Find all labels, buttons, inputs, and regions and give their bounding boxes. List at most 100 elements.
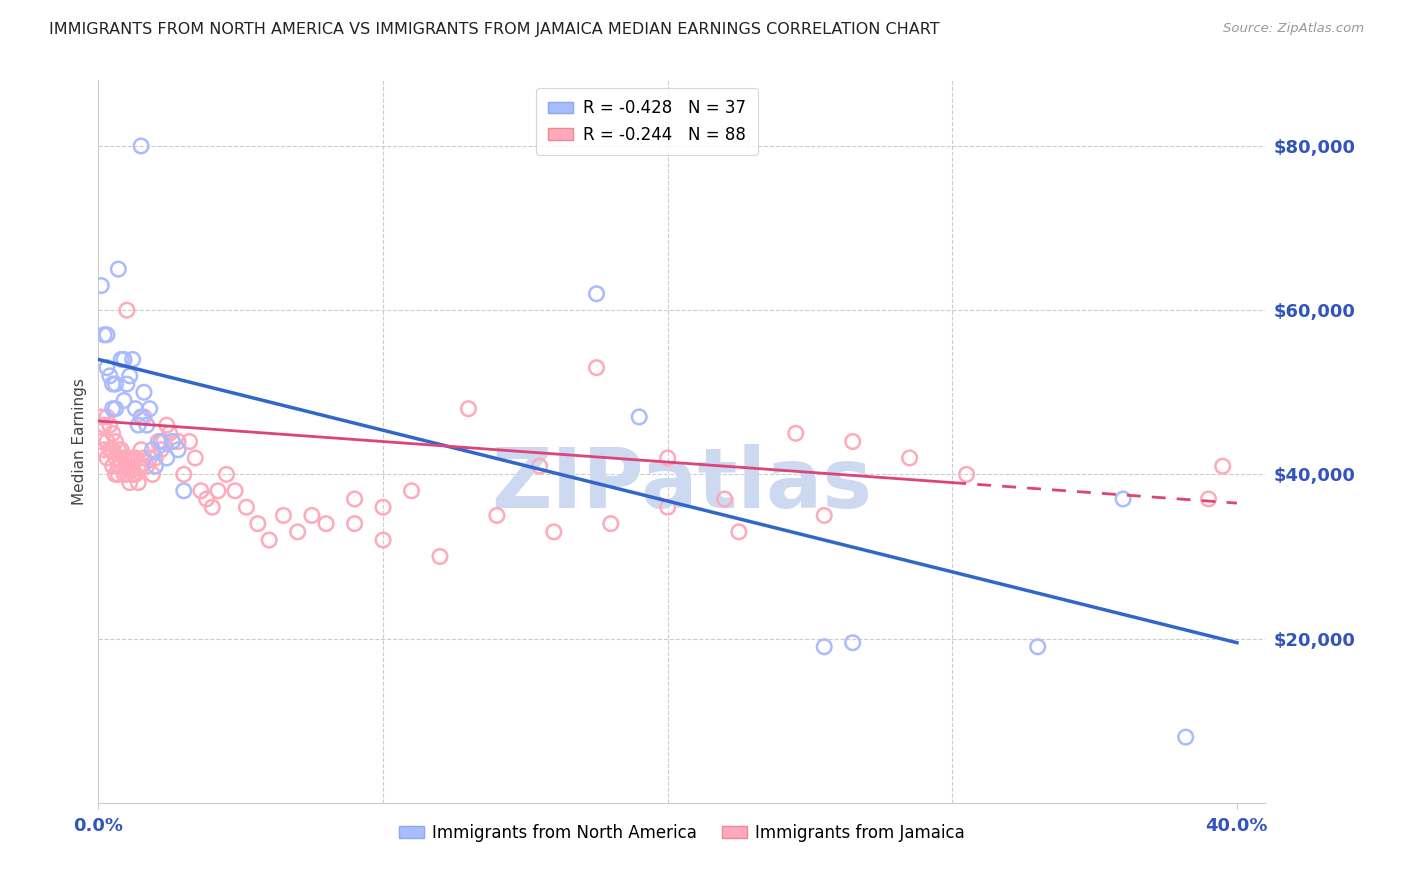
Point — [107, 262, 129, 277]
Point — [485, 508, 508, 523]
Point — [371, 500, 394, 515]
Point — [628, 409, 651, 424]
Point — [101, 442, 124, 457]
Point — [785, 426, 807, 441]
Point — [90, 434, 112, 449]
Point — [112, 450, 135, 465]
Point — [713, 491, 735, 506]
Point — [98, 442, 121, 457]
Point — [143, 459, 166, 474]
Y-axis label: Median Earnings: Median Earnings — [72, 378, 87, 505]
Point — [98, 418, 121, 433]
Point — [343, 516, 366, 531]
Point — [104, 467, 127, 482]
Point — [529, 459, 551, 474]
Point — [273, 508, 295, 523]
Point — [112, 352, 135, 367]
Point — [429, 549, 451, 564]
Point — [162, 434, 184, 449]
Point — [132, 450, 155, 465]
Point — [112, 467, 135, 482]
Point — [104, 401, 127, 416]
Point — [257, 533, 280, 547]
Point — [156, 450, 179, 465]
Text: ZIPatlas: ZIPatlas — [492, 444, 872, 525]
Point — [104, 377, 127, 392]
Point — [107, 467, 129, 482]
Point — [132, 385, 155, 400]
Point — [118, 368, 141, 383]
Point — [457, 401, 479, 416]
Point — [813, 640, 835, 654]
Point — [156, 418, 179, 433]
Point — [124, 467, 146, 482]
Point — [150, 434, 173, 449]
Point — [129, 139, 152, 153]
Point — [93, 418, 115, 433]
Point — [224, 483, 246, 498]
Point — [1112, 491, 1135, 506]
Point — [107, 442, 129, 457]
Point — [98, 368, 121, 383]
Text: Source: ZipAtlas.com: Source: ZipAtlas.com — [1223, 22, 1364, 36]
Point — [301, 508, 323, 523]
Point — [121, 352, 143, 367]
Point — [159, 426, 181, 441]
Point — [121, 450, 143, 465]
Point — [124, 401, 146, 416]
Point — [101, 426, 124, 441]
Point — [585, 286, 607, 301]
Point — [371, 533, 394, 547]
Point — [1198, 491, 1220, 506]
Point — [104, 450, 127, 465]
Point — [118, 475, 141, 490]
Point — [115, 303, 138, 318]
Point — [287, 524, 309, 539]
Point — [96, 434, 118, 449]
Point — [96, 409, 118, 424]
Point — [190, 483, 212, 498]
Point — [129, 409, 152, 424]
Point — [1174, 730, 1197, 744]
Point — [841, 636, 863, 650]
Point — [129, 459, 152, 474]
Point — [162, 434, 184, 449]
Point — [215, 467, 238, 482]
Point — [107, 459, 129, 474]
Point — [543, 524, 565, 539]
Point — [343, 491, 366, 506]
Point — [1212, 459, 1234, 474]
Point — [173, 483, 195, 498]
Point — [585, 360, 607, 375]
Point — [96, 360, 118, 375]
Point — [93, 327, 115, 342]
Legend: Immigrants from North America, Immigrants from Jamaica: Immigrants from North America, Immigrant… — [392, 817, 972, 848]
Point — [90, 278, 112, 293]
Point — [141, 467, 163, 482]
Point — [115, 459, 138, 474]
Point — [1026, 640, 1049, 654]
Point — [90, 409, 112, 424]
Point — [110, 459, 132, 474]
Point — [657, 500, 679, 515]
Point — [101, 377, 124, 392]
Point — [184, 450, 207, 465]
Point — [657, 450, 679, 465]
Point — [124, 450, 146, 465]
Point — [127, 475, 149, 490]
Point — [315, 516, 337, 531]
Point — [101, 459, 124, 474]
Point — [207, 483, 229, 498]
Point — [138, 450, 160, 465]
Point — [132, 409, 155, 424]
Point — [138, 401, 160, 416]
Point — [101, 401, 124, 416]
Point — [143, 450, 166, 465]
Point — [93, 442, 115, 457]
Point — [112, 393, 135, 408]
Point — [599, 516, 621, 531]
Point — [121, 467, 143, 482]
Point — [898, 450, 921, 465]
Point — [195, 491, 218, 506]
Text: IMMIGRANTS FROM NORTH AMERICA VS IMMIGRANTS FROM JAMAICA MEDIAN EARNINGS CORRELA: IMMIGRANTS FROM NORTH AMERICA VS IMMIGRA… — [49, 22, 939, 37]
